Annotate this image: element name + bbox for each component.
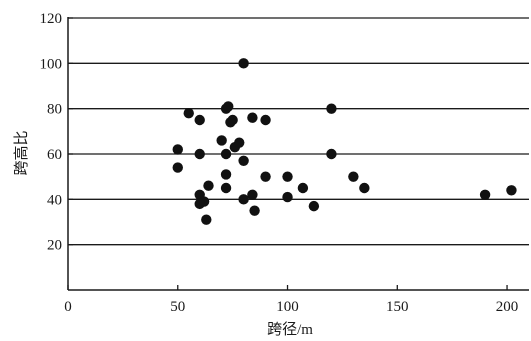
data-point bbox=[282, 171, 293, 182]
data-point bbox=[282, 191, 293, 203]
data-points bbox=[172, 58, 517, 225]
data-point bbox=[260, 171, 271, 182]
y-tick-label: 120 bbox=[40, 11, 63, 27]
data-point bbox=[506, 185, 517, 196]
data-point bbox=[479, 189, 491, 200]
x-tick-label: 100 bbox=[276, 299, 299, 315]
y-tick-label: 80 bbox=[47, 102, 62, 118]
data-point bbox=[203, 180, 214, 191]
data-point bbox=[308, 200, 320, 212]
data-point bbox=[194, 198, 205, 210]
data-point bbox=[194, 148, 205, 160]
data-point bbox=[227, 114, 238, 126]
x-axis-unit: /m bbox=[297, 322, 313, 338]
x-tick-label: 150 bbox=[386, 299, 409, 315]
x-tick-label: 50 bbox=[170, 299, 185, 315]
y-tick-label: 20 bbox=[47, 238, 62, 254]
x-axis-title: 跨径/m bbox=[267, 320, 313, 338]
x-axis-title-text: 跨径 bbox=[267, 320, 297, 338]
data-point bbox=[220, 148, 232, 160]
x-tick-label: 200 bbox=[496, 299, 519, 315]
data-point bbox=[247, 112, 258, 123]
data-point bbox=[249, 205, 260, 216]
data-point bbox=[260, 114, 271, 126]
data-point bbox=[348, 171, 359, 182]
data-point bbox=[216, 135, 227, 146]
data-point bbox=[359, 182, 370, 194]
data-point bbox=[172, 162, 183, 173]
data-point bbox=[183, 108, 194, 119]
axes bbox=[67, 17, 529, 291]
y-axis-title: 跨高比 bbox=[12, 130, 30, 175]
data-point bbox=[247, 189, 258, 200]
y-tick-label: 100 bbox=[40, 56, 63, 72]
data-point bbox=[223, 101, 234, 112]
grid-lines bbox=[68, 17, 529, 246]
data-point bbox=[297, 182, 309, 194]
data-point bbox=[201, 214, 212, 225]
y-tick-label: 40 bbox=[47, 192, 62, 208]
data-point bbox=[238, 194, 249, 205]
data-point bbox=[238, 155, 249, 166]
y-tick-label: 60 bbox=[47, 147, 62, 163]
x-tick-label: 0 bbox=[64, 299, 72, 315]
data-point bbox=[238, 58, 249, 69]
data-point bbox=[234, 137, 245, 148]
data-point bbox=[326, 148, 337, 160]
data-point bbox=[194, 114, 205, 126]
data-point bbox=[326, 103, 337, 114]
data-point bbox=[220, 182, 232, 194]
data-point bbox=[172, 144, 183, 155]
data-point bbox=[220, 169, 232, 180]
tick-labels: 20 40 60 80 100 120 0 50 100 150 200 bbox=[40, 11, 519, 315]
